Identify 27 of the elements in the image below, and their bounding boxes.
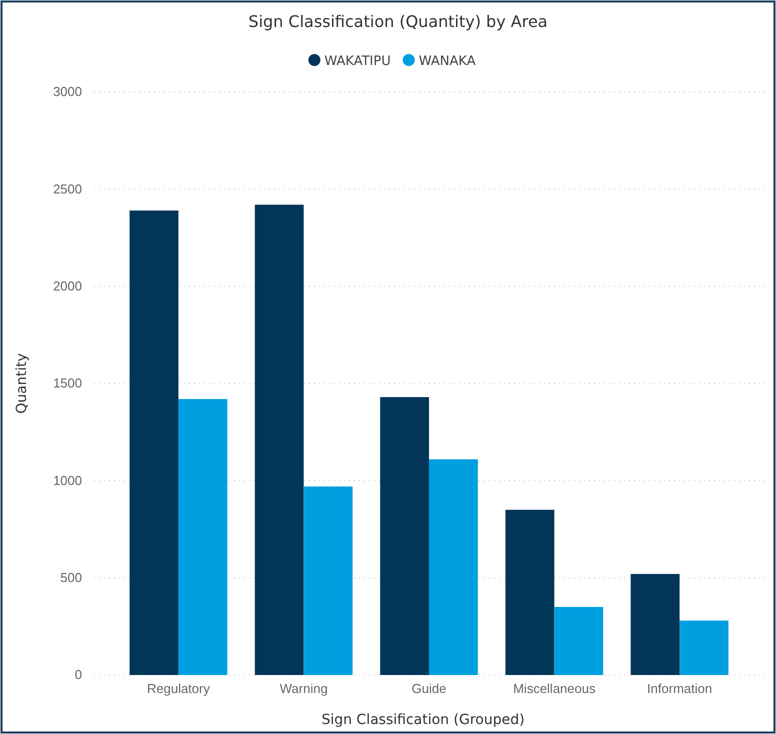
chart-title: Sign Classification (Quantity) by Area [248,12,548,31]
y-tick-label: 3000 [53,84,82,100]
legend-label: WAKATIPU [324,54,391,69]
y-tick-label: 500 [60,570,82,585]
bar [554,606,604,675]
bar [254,204,304,675]
bar [178,399,228,675]
bar [680,620,728,675]
y-tick-label: 0 [74,667,82,682]
bar [630,574,680,675]
x-tick-label: Miscellaneous [513,681,596,696]
bar [304,486,353,675]
x-tick-label: Regulatory [146,681,210,696]
bar [429,459,478,675]
x-tick-label: Guide [412,681,446,696]
y-axis-title: Quantity [14,353,30,414]
y-tick-label: 1500 [53,376,82,391]
y-tick-label: 1000 [53,472,82,488]
y-tick-label: 2000 [53,278,82,294]
bar [130,210,178,675]
bar [380,397,429,675]
y-tick-label: 2500 [53,181,82,196]
x-tick-label: Information [647,681,712,696]
bar [505,510,554,675]
legend-label: WANAKA [418,54,476,69]
x-axis-title: Sign Classification (Grouped) [321,712,525,728]
x-tick-label: Warning [280,681,328,696]
